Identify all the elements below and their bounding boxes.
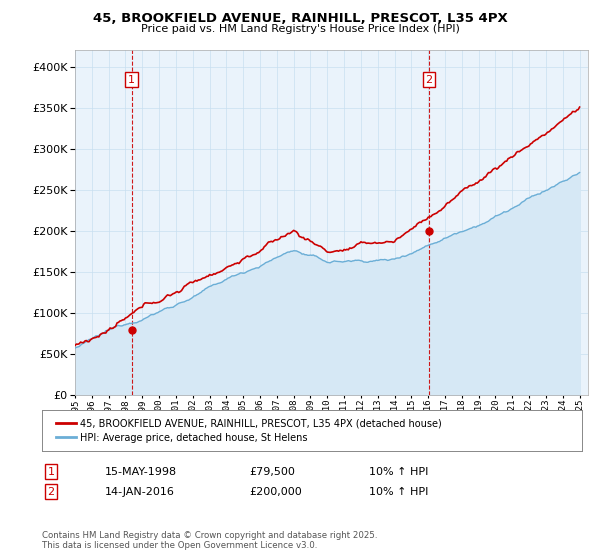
Text: 2: 2 (47, 487, 55, 497)
Text: 45, BROOKFIELD AVENUE, RAINHILL, PRESCOT, L35 4PX: 45, BROOKFIELD AVENUE, RAINHILL, PRESCOT… (92, 12, 508, 25)
Legend: 45, BROOKFIELD AVENUE, RAINHILL, PRESCOT, L35 4PX (detached house), HPI: Average: 45, BROOKFIELD AVENUE, RAINHILL, PRESCOT… (52, 415, 446, 446)
Text: £200,000: £200,000 (249, 487, 302, 497)
Text: £79,500: £79,500 (249, 466, 295, 477)
Text: 14-JAN-2016: 14-JAN-2016 (105, 487, 175, 497)
Text: Contains HM Land Registry data © Crown copyright and database right 2025.
This d: Contains HM Land Registry data © Crown c… (42, 531, 377, 550)
Text: 2: 2 (425, 74, 433, 85)
Text: 1: 1 (128, 74, 135, 85)
Text: 10% ↑ HPI: 10% ↑ HPI (369, 466, 428, 477)
Text: Price paid vs. HM Land Registry's House Price Index (HPI): Price paid vs. HM Land Registry's House … (140, 24, 460, 34)
Text: 15-MAY-1998: 15-MAY-1998 (105, 466, 177, 477)
Text: 1: 1 (47, 466, 55, 477)
Text: 10% ↑ HPI: 10% ↑ HPI (369, 487, 428, 497)
